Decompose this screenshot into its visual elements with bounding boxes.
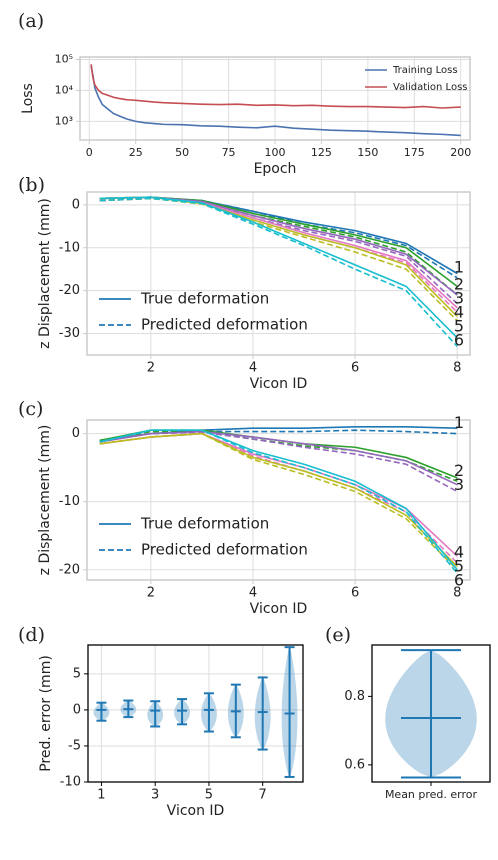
x-axis-label: Vicon ID xyxy=(250,376,308,392)
x-tick-label: 5 xyxy=(205,788,213,803)
panel-label: (b) xyxy=(18,174,45,196)
y-tick-label: -5 xyxy=(68,738,81,753)
series-label: 3 xyxy=(454,288,464,307)
series-label: 2 xyxy=(454,461,464,480)
x-tick-label: 75 xyxy=(222,146,236,159)
y-tick-label: 0.8 xyxy=(344,689,365,704)
loss-line xyxy=(90,64,461,109)
y-tick-label: -30 xyxy=(59,326,80,341)
legend-label: Validation Loss xyxy=(393,82,468,93)
x-tick-label: 1 xyxy=(97,788,105,803)
series-label: 4 xyxy=(454,302,464,321)
x-tick-label: 100 xyxy=(265,146,286,159)
y-tick-label: -10 xyxy=(59,494,80,509)
x-tick-label: 2 xyxy=(147,586,155,601)
y-tick-label: 0 xyxy=(72,426,80,441)
predicted-line xyxy=(99,197,458,347)
x-tick-label: 2 xyxy=(147,361,155,376)
x-tick-label: 200 xyxy=(450,146,471,159)
true-line xyxy=(99,430,458,486)
panel-label: (a) xyxy=(18,10,44,32)
y-tick-label: 10³ xyxy=(55,114,73,127)
x-tick-label: 4 xyxy=(249,361,257,376)
y-tick-label: -20 xyxy=(59,283,80,298)
legend-label: Training Loss xyxy=(392,65,458,76)
x-tick-label: 4 xyxy=(249,586,257,601)
panel-label: (c) xyxy=(18,398,43,420)
series-label: 5 xyxy=(454,316,464,335)
plot-frame xyxy=(87,644,304,783)
x-tick-label: 175 xyxy=(404,146,425,159)
x-axis-label: Vicon ID xyxy=(167,803,225,819)
series-label: 6 xyxy=(454,570,464,589)
plot-frame xyxy=(79,56,471,141)
y-tick-label: 0 xyxy=(73,702,81,717)
x-tick-label: 6 xyxy=(351,586,359,601)
true-line xyxy=(99,196,458,288)
predicted-line xyxy=(99,429,458,442)
y-tick-label: 10⁴ xyxy=(55,83,74,96)
series-label: 4 xyxy=(454,542,464,561)
panel-label: (e) xyxy=(325,624,351,646)
x-tick-label: 7 xyxy=(259,788,267,803)
y-tick-label: 5 xyxy=(73,666,81,681)
y-tick-label: 0.6 xyxy=(344,757,365,772)
series-label: 1 xyxy=(454,413,464,432)
x-tick-label: 150 xyxy=(357,146,378,159)
predicted-line xyxy=(99,429,458,574)
legend-label: Predicted deformation xyxy=(141,316,308,334)
x-axis-label: Vicon ID xyxy=(250,601,308,617)
x-tick-label: 50 xyxy=(175,146,189,159)
x-tick-label: 125 xyxy=(311,146,332,159)
true-line xyxy=(99,196,458,339)
loss-line xyxy=(90,66,461,137)
x-tick-label: 8 xyxy=(453,586,461,601)
legend-label: Predicted deformation xyxy=(141,541,308,559)
y-tick-label: -10 xyxy=(59,240,80,255)
x-tick-label: 6 xyxy=(351,361,359,376)
x-tick-label: 3 xyxy=(151,788,159,803)
y-axis-label: z Displacement (mm) xyxy=(37,425,53,576)
series-label: 2 xyxy=(454,274,464,293)
true-line xyxy=(99,432,458,557)
plot-frame xyxy=(86,419,471,581)
y-tick-label: 0 xyxy=(72,197,80,212)
legend-label: True deformation xyxy=(140,290,269,308)
y-tick-label: -10 xyxy=(60,775,81,790)
series-label: 6 xyxy=(454,330,464,349)
x-tick-label: 0 xyxy=(86,146,93,159)
y-tick-label: -20 xyxy=(59,562,80,577)
predicted-line xyxy=(99,432,458,571)
true-line xyxy=(99,196,458,296)
x-tick-label: 25 xyxy=(129,146,143,159)
y-axis-label: Pred. error (mm) xyxy=(38,655,54,772)
plot-frame xyxy=(86,191,471,356)
x-tick-label: Mean pred. error xyxy=(385,788,478,801)
y-tick-label: 10⁵ xyxy=(55,52,73,65)
series-label: 3 xyxy=(454,475,464,494)
series-label: 5 xyxy=(454,556,464,575)
x-tick-label: 8 xyxy=(453,361,461,376)
x-axis-label: Epoch xyxy=(254,161,297,177)
y-axis-label: Loss xyxy=(20,83,36,114)
legend-label: True deformation xyxy=(140,515,269,533)
true-line xyxy=(99,429,458,571)
y-axis-label: z Displacement (mm) xyxy=(37,198,53,349)
panel-label: (d) xyxy=(18,624,45,646)
predicted-line xyxy=(99,431,458,493)
true-line xyxy=(99,432,458,567)
predicted-line xyxy=(99,197,458,279)
series-label: 1 xyxy=(454,257,464,276)
